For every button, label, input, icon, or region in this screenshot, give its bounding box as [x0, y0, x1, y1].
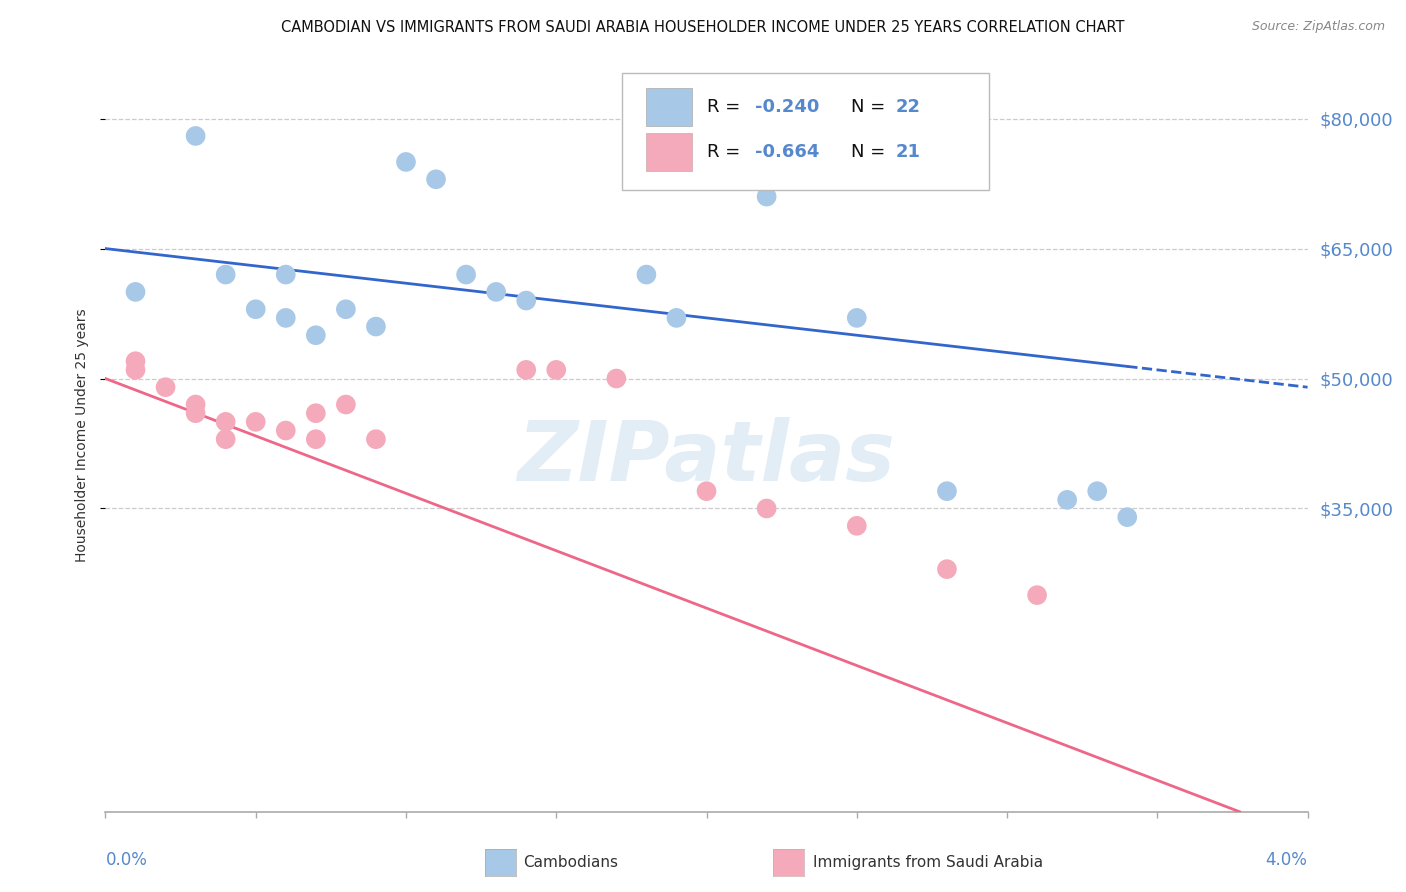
Point — [245, 302, 267, 317]
Point — [214, 268, 236, 282]
Point — [1085, 484, 1108, 499]
Text: -0.240: -0.240 — [755, 98, 818, 116]
Point — [786, 128, 808, 143]
Point — [305, 328, 328, 343]
Point — [755, 501, 778, 516]
Point — [515, 293, 537, 308]
FancyBboxPatch shape — [623, 73, 988, 190]
Point — [1116, 510, 1139, 524]
Point — [184, 128, 207, 143]
Text: N =: N = — [851, 144, 891, 161]
Point — [755, 189, 778, 203]
Point — [546, 363, 568, 377]
Point — [214, 415, 236, 429]
Point — [1026, 588, 1049, 602]
Text: Immigrants from Saudi Arabia: Immigrants from Saudi Arabia — [813, 855, 1043, 870]
Point — [515, 363, 537, 377]
Point — [485, 285, 508, 299]
Point — [124, 354, 146, 368]
Point — [184, 398, 207, 412]
Point — [395, 155, 418, 169]
FancyBboxPatch shape — [647, 88, 692, 126]
Text: 4.0%: 4.0% — [1265, 851, 1308, 869]
FancyBboxPatch shape — [647, 134, 692, 171]
Point — [815, 112, 838, 126]
Y-axis label: Householder Income Under 25 years: Householder Income Under 25 years — [76, 308, 90, 562]
Point — [245, 415, 267, 429]
Text: 0.0%: 0.0% — [105, 851, 148, 869]
Text: Cambodians: Cambodians — [523, 855, 619, 870]
Point — [305, 432, 328, 446]
Point — [184, 406, 207, 420]
Point — [845, 518, 868, 533]
Point — [124, 363, 146, 377]
Point — [364, 432, 387, 446]
Point — [605, 371, 627, 385]
Point — [845, 310, 868, 325]
Point — [936, 562, 959, 576]
Text: -0.664: -0.664 — [755, 144, 818, 161]
Point — [214, 432, 236, 446]
Point — [936, 484, 959, 499]
Point — [274, 310, 297, 325]
Text: ZIPatlas: ZIPatlas — [517, 417, 896, 498]
Text: N =: N = — [851, 98, 891, 116]
Point — [274, 268, 297, 282]
Point — [425, 172, 447, 186]
Point — [305, 406, 328, 420]
Text: 21: 21 — [896, 144, 921, 161]
Point — [335, 302, 357, 317]
Point — [335, 398, 357, 412]
Point — [124, 285, 146, 299]
Point — [155, 380, 177, 394]
Point — [1056, 492, 1078, 507]
Point — [636, 268, 658, 282]
Point — [696, 484, 718, 499]
Text: Source: ZipAtlas.com: Source: ZipAtlas.com — [1251, 20, 1385, 33]
Text: R =: R = — [707, 98, 745, 116]
Text: 22: 22 — [896, 98, 921, 116]
Point — [274, 424, 297, 438]
Text: R =: R = — [707, 144, 745, 161]
Point — [815, 120, 838, 135]
Text: CAMBODIAN VS IMMIGRANTS FROM SAUDI ARABIA HOUSEHOLDER INCOME UNDER 25 YEARS CORR: CAMBODIAN VS IMMIGRANTS FROM SAUDI ARABI… — [281, 20, 1125, 35]
Point — [364, 319, 387, 334]
Point — [665, 310, 688, 325]
Point — [454, 268, 477, 282]
